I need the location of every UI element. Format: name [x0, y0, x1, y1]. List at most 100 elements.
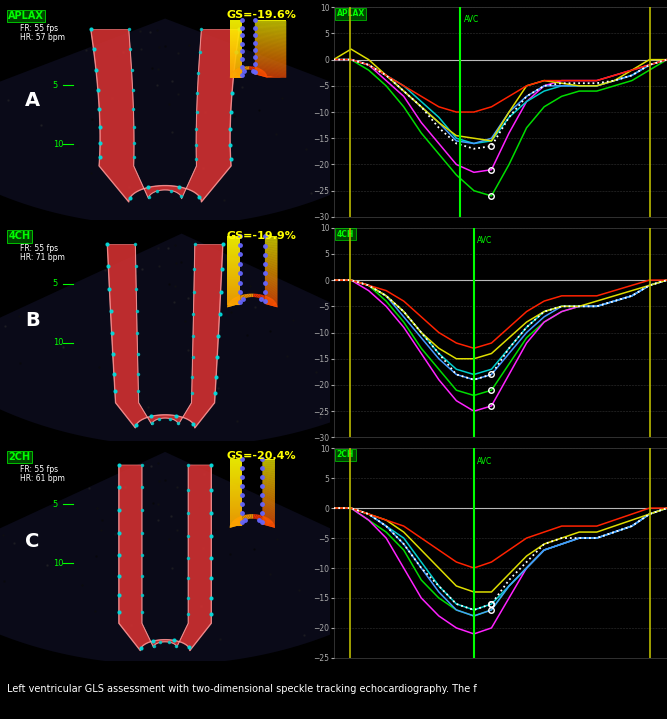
Polygon shape — [255, 34, 286, 35]
Polygon shape — [265, 262, 277, 264]
Polygon shape — [242, 515, 249, 519]
Polygon shape — [262, 490, 275, 492]
Polygon shape — [262, 499, 275, 502]
Polygon shape — [255, 54, 286, 56]
Polygon shape — [262, 510, 275, 513]
Polygon shape — [255, 65, 286, 68]
Polygon shape — [232, 298, 243, 300]
Polygon shape — [262, 516, 275, 521]
Polygon shape — [265, 247, 277, 248]
Polygon shape — [227, 304, 240, 307]
Polygon shape — [265, 253, 277, 255]
Polygon shape — [255, 66, 286, 70]
Polygon shape — [255, 40, 286, 42]
Polygon shape — [261, 297, 271, 299]
Polygon shape — [255, 62, 286, 65]
Polygon shape — [265, 266, 277, 269]
Polygon shape — [262, 504, 275, 507]
Polygon shape — [265, 282, 277, 285]
Polygon shape — [265, 268, 277, 271]
Polygon shape — [255, 60, 286, 63]
Text: AVC: AVC — [464, 15, 479, 24]
Polygon shape — [265, 278, 277, 281]
Text: AVC: AVC — [477, 236, 492, 244]
Polygon shape — [262, 465, 275, 466]
Polygon shape — [262, 475, 275, 477]
Polygon shape — [255, 42, 286, 44]
Polygon shape — [265, 285, 277, 288]
Polygon shape — [255, 41, 286, 43]
Polygon shape — [251, 514, 253, 518]
Polygon shape — [255, 47, 286, 50]
Text: Left ventricular GLS assessment with two-dimensional speckle tracking echocardio: Left ventricular GLS assessment with two… — [7, 684, 476, 695]
Polygon shape — [265, 255, 277, 257]
Polygon shape — [265, 300, 277, 303]
Polygon shape — [262, 472, 275, 474]
Polygon shape — [265, 280, 277, 283]
Polygon shape — [262, 475, 275, 477]
Polygon shape — [259, 518, 269, 521]
Polygon shape — [262, 470, 275, 472]
Polygon shape — [255, 63, 286, 66]
Polygon shape — [262, 496, 275, 499]
Polygon shape — [265, 252, 277, 253]
Polygon shape — [262, 461, 275, 462]
Polygon shape — [262, 474, 275, 475]
Polygon shape — [254, 294, 259, 297]
Polygon shape — [254, 72, 265, 73]
Polygon shape — [265, 252, 277, 254]
Polygon shape — [262, 485, 275, 487]
Polygon shape — [265, 254, 277, 256]
Polygon shape — [256, 515, 263, 519]
Polygon shape — [255, 45, 286, 47]
Polygon shape — [265, 265, 277, 268]
Polygon shape — [262, 514, 275, 518]
Polygon shape — [240, 67, 246, 70]
Polygon shape — [265, 303, 277, 306]
Polygon shape — [264, 302, 277, 304]
Polygon shape — [255, 46, 286, 48]
Polygon shape — [255, 63, 286, 65]
Polygon shape — [251, 67, 257, 70]
Polygon shape — [0, 19, 437, 226]
Polygon shape — [265, 247, 277, 249]
Polygon shape — [265, 244, 277, 246]
Polygon shape — [265, 283, 277, 286]
Polygon shape — [255, 36, 286, 37]
Polygon shape — [255, 55, 286, 58]
Polygon shape — [265, 242, 277, 244]
Polygon shape — [251, 68, 259, 70]
Polygon shape — [262, 494, 275, 497]
Polygon shape — [262, 470, 275, 471]
Polygon shape — [255, 37, 286, 38]
Polygon shape — [262, 485, 275, 487]
Polygon shape — [262, 467, 275, 469]
Polygon shape — [262, 508, 275, 510]
Polygon shape — [262, 523, 274, 525]
Polygon shape — [262, 498, 275, 500]
Polygon shape — [263, 301, 276, 303]
Polygon shape — [265, 262, 277, 265]
Polygon shape — [265, 293, 277, 298]
Polygon shape — [233, 70, 244, 71]
Polygon shape — [255, 25, 286, 26]
Text: GS=-20.4%: GS=-20.4% — [226, 451, 296, 461]
Polygon shape — [262, 521, 275, 525]
Polygon shape — [262, 503, 275, 506]
Polygon shape — [255, 47, 286, 49]
Polygon shape — [255, 63, 286, 67]
Polygon shape — [265, 277, 277, 280]
Polygon shape — [255, 51, 286, 53]
Polygon shape — [265, 293, 277, 296]
Polygon shape — [265, 303, 277, 306]
Polygon shape — [236, 296, 245, 298]
Polygon shape — [255, 73, 267, 75]
Polygon shape — [255, 34, 286, 35]
Polygon shape — [265, 244, 277, 245]
Polygon shape — [255, 74, 267, 78]
Polygon shape — [262, 491, 275, 493]
Polygon shape — [255, 28, 286, 29]
Polygon shape — [231, 72, 243, 73]
Polygon shape — [255, 36, 286, 37]
Polygon shape — [262, 477, 275, 479]
